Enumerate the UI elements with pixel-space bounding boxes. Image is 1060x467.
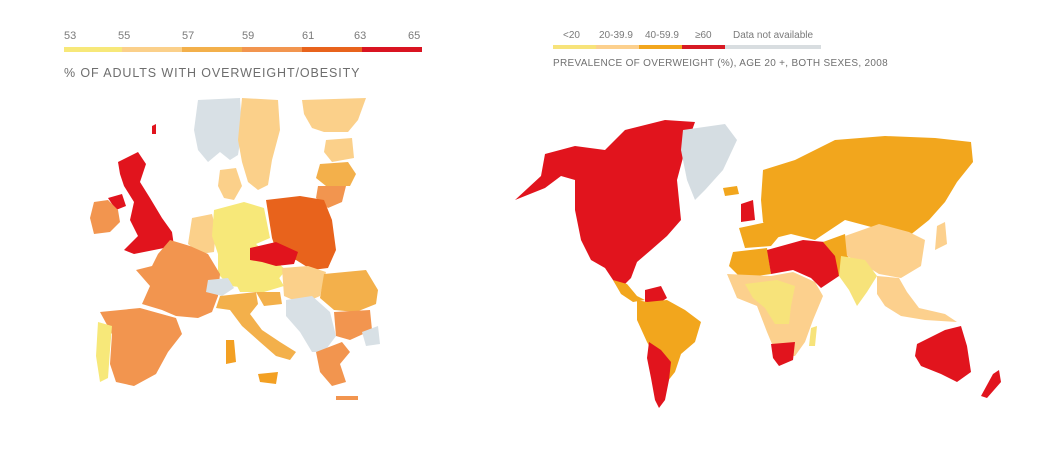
legend-swatch (64, 47, 122, 52)
region-slovakia-hungary[interactable] (282, 266, 326, 304)
region-iceland[interactable] (723, 186, 739, 196)
world-legend-bar (553, 45, 821, 49)
legend-swatch (596, 45, 639, 49)
legend-swatch (242, 47, 302, 52)
region-germany[interactable] (212, 202, 286, 288)
region-south-africa[interactable] (771, 342, 795, 366)
legend-tick: 59 (242, 30, 255, 42)
region-uk[interactable] (118, 152, 174, 254)
region-southeast-asia[interactable] (877, 276, 957, 322)
region-balkans[interactable] (286, 296, 336, 352)
region-europe-russia[interactable] (761, 136, 973, 240)
region-spain[interactable] (100, 308, 182, 386)
europe-legend-title: % OF ADULTS WITH OVERWEIGHT/OBESITY (64, 66, 361, 80)
legend-swatch (182, 47, 242, 52)
region-sicily[interactable] (258, 372, 278, 384)
world-panel: <20 20-39.9 40-59.9 ≥60 Data not availab… (505, 0, 1060, 467)
region-latvia[interactable] (316, 162, 356, 186)
region-slovenia[interactable] (256, 292, 282, 306)
world-legend-labels: <20 20-39.9 40-59.9 ≥60 Data not availab… (505, 30, 1060, 44)
region-czech[interactable] (250, 242, 298, 266)
world-map (515, 120, 1001, 408)
region-turkey[interactable] (362, 326, 380, 346)
region-india[interactable] (839, 256, 877, 306)
world-legend-title: PREVALENCE OF OVERWEIGHT (%), AGE 20 +, … (553, 58, 888, 69)
europe-map (90, 98, 380, 400)
legend-swatch (302, 47, 362, 52)
region-greenland[interactable] (681, 124, 737, 200)
region-ireland[interactable] (90, 200, 120, 234)
region-shetland[interactable] (152, 124, 156, 134)
legend-tick: 61 (302, 30, 315, 42)
legend-tick: 57 (182, 30, 195, 42)
region-middle-east[interactable] (767, 240, 839, 288)
region-uk-world[interactable] (741, 200, 755, 222)
region-benelux[interactable] (188, 214, 216, 254)
region-portugal[interactable] (96, 322, 112, 382)
legend-swatch (682, 45, 725, 49)
region-norway[interactable] (194, 98, 242, 162)
legend-tick: 55 (118, 30, 131, 42)
legend-swatch (122, 47, 182, 52)
region-finland[interactable] (302, 98, 366, 132)
legend-label: ≥60 (695, 30, 712, 41)
region-south-america-north[interactable] (637, 300, 701, 382)
region-northern-ireland[interactable] (108, 194, 126, 210)
region-italy[interactable] (216, 292, 296, 360)
region-argentina-chile[interactable] (647, 342, 671, 408)
region-denmark[interactable] (218, 168, 242, 200)
region-estonia[interactable] (324, 138, 354, 162)
region-north-africa-west[interactable] (729, 248, 771, 278)
region-crete[interactable] (336, 396, 358, 400)
legend-label: <20 (563, 30, 580, 41)
europe-legend-bar (64, 47, 422, 52)
region-new-zealand[interactable] (981, 370, 1001, 398)
legend-label: Data not available (733, 30, 814, 41)
region-greece[interactable] (316, 342, 350, 386)
europe-panel: 53 55 57 59 61 63 65 % OF ADULTS WITH OV… (0, 0, 500, 467)
legend-tick: 65 (408, 30, 421, 42)
legend-label: 20-39.9 (599, 30, 633, 41)
region-switzerland[interactable] (206, 278, 234, 296)
legend-label: 40-59.9 (645, 30, 679, 41)
region-australia[interactable] (915, 326, 971, 382)
region-austria[interactable] (232, 274, 284, 292)
legend-tick: 63 (354, 30, 367, 42)
region-sweden[interactable] (238, 98, 280, 190)
region-france[interactable] (136, 240, 220, 318)
legend-tick: 53 (64, 30, 77, 42)
legend-swatch (639, 45, 682, 49)
region-central-africa[interactable] (745, 280, 795, 324)
region-japan[interactable] (935, 222, 947, 250)
region-madagascar[interactable] (809, 326, 817, 346)
region-western-europe[interactable] (739, 222, 781, 248)
region-romania[interactable] (320, 270, 378, 312)
region-sardinia[interactable] (226, 340, 236, 364)
region-central-america[interactable] (613, 280, 645, 302)
region-north-america[interactable] (515, 120, 695, 290)
legend-swatch (362, 47, 422, 52)
europe-legend-ticks: 53 55 57 59 61 63 65 (0, 30, 500, 44)
legend-swatch (725, 45, 821, 49)
legend-swatch (553, 45, 596, 49)
